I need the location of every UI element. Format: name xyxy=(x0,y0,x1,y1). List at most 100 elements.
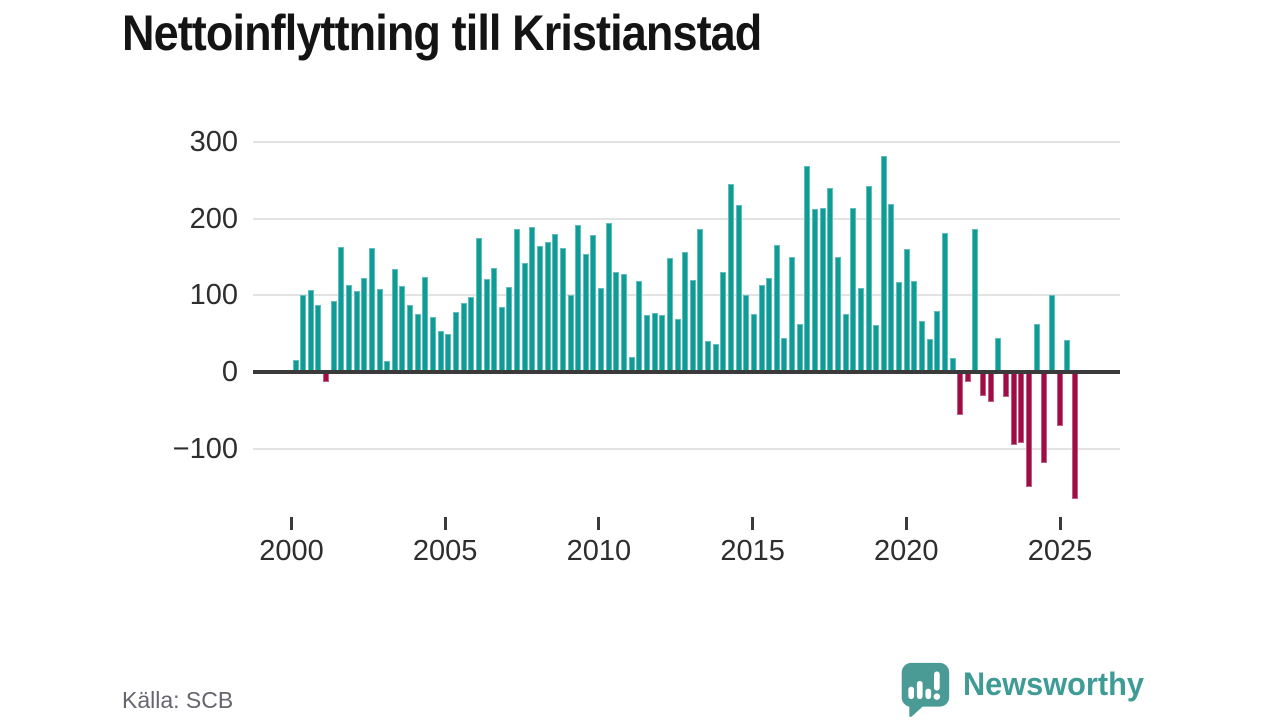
x-axis-label-2005: 2005 xyxy=(412,535,478,567)
bar-quarter-95 xyxy=(1018,372,1025,444)
bar-quarter-30 xyxy=(521,263,528,372)
bar-quarter-83 xyxy=(926,339,933,372)
bar-quarter-65 xyxy=(789,256,796,372)
chart-title: Nettoinflyttning till Kristianstad xyxy=(122,5,762,61)
bar-quarter-67 xyxy=(804,166,811,372)
x-axis-zero-line xyxy=(253,370,1120,374)
bar-quarter-99 xyxy=(1048,295,1055,372)
bar-quarter-20 xyxy=(445,333,452,372)
bar-quarter-93 xyxy=(1003,372,1010,397)
bar-quarter-19 xyxy=(437,331,444,372)
x-axis-label-2020: 2020 xyxy=(874,535,939,567)
x-axis-tick-2020 xyxy=(904,517,908,530)
x-axis-label-2015: 2015 xyxy=(720,535,785,567)
newsworthy-logo: Newsworthy xyxy=(896,661,1151,719)
bar-quarter-49 xyxy=(666,257,673,372)
y-axis-label--100: −100 xyxy=(172,432,238,465)
gridline-y-300 xyxy=(253,140,1120,143)
bar-quarter-18 xyxy=(430,316,437,372)
bar-quarter-58 xyxy=(735,204,742,372)
bar-quarter-50 xyxy=(674,319,681,372)
bar-quarter-40 xyxy=(598,288,605,372)
bar-quarter-100 xyxy=(1056,372,1063,427)
bar-quarter-13 xyxy=(391,269,398,372)
bar-quarter-75 xyxy=(865,186,872,372)
bar-quarter-3 xyxy=(315,304,322,372)
bar-quarter-46 xyxy=(643,315,650,372)
gridline-y-200 xyxy=(253,217,1120,220)
bar-quarter-92 xyxy=(995,338,1002,372)
bar-quarter-28 xyxy=(506,286,513,372)
bar-quarter-7 xyxy=(345,285,352,372)
bar-quarter-22 xyxy=(460,302,467,372)
x-axis-tick-2005 xyxy=(443,517,447,530)
bar-quarter-96 xyxy=(1025,372,1032,488)
bar-quarter-102 xyxy=(1071,372,1078,500)
bar-quarter-77 xyxy=(880,156,887,372)
bar-quarter-37 xyxy=(575,224,582,372)
bar-quarter-68 xyxy=(812,209,819,372)
bar-quarter-79 xyxy=(896,282,903,372)
bar-quarter-41 xyxy=(605,223,612,372)
newsworthy-logo-icon xyxy=(901,662,950,718)
bar-quarter-90 xyxy=(980,372,987,396)
x-axis-label-2025: 2025 xyxy=(1027,535,1093,567)
bar-quarter-87 xyxy=(957,372,964,415)
x-axis-label-2000: 2000 xyxy=(259,535,324,567)
bar-quarter-72 xyxy=(842,313,849,372)
bar-quarter-94 xyxy=(1010,372,1017,445)
bar-quarter-25 xyxy=(483,279,490,372)
bar-quarter-8 xyxy=(353,290,360,372)
newsworthy-logo-text: Newsworthy xyxy=(963,666,1144,702)
bar-quarter-23 xyxy=(468,296,475,372)
bar-quarter-81 xyxy=(911,280,918,372)
bar-quarter-80 xyxy=(903,248,910,372)
source-label: Källa: SCB xyxy=(122,687,234,713)
gridline-y--100 xyxy=(253,447,1120,450)
bar-quarter-33 xyxy=(544,242,551,372)
bar-quarter-89 xyxy=(972,228,979,372)
bar-quarter-60 xyxy=(750,314,757,372)
bar-quarter-38 xyxy=(582,253,589,372)
bar-quarter-70 xyxy=(827,187,834,372)
bar-quarter-2 xyxy=(307,289,314,372)
bar-quarter-47 xyxy=(651,312,658,372)
bar-quarter-85 xyxy=(941,233,948,372)
bar-quarter-16 xyxy=(414,314,421,372)
bar-quarter-1 xyxy=(300,295,307,372)
y-axis-label-300: 300 xyxy=(189,125,238,158)
y-axis-label-0: 0 xyxy=(221,356,238,388)
bar-quarter-17 xyxy=(422,276,429,372)
bar-quarter-5 xyxy=(330,301,337,372)
bar-quarter-51 xyxy=(682,252,689,372)
y-axis-label-100: 100 xyxy=(189,279,238,312)
bar-quarter-6 xyxy=(338,246,345,372)
bar-quarter-54 xyxy=(705,340,712,372)
bar-quarter-11 xyxy=(376,289,383,372)
bar-quarter-14 xyxy=(399,286,406,372)
bar-quarter-66 xyxy=(796,324,803,372)
bar-quarter-10 xyxy=(368,247,375,372)
bar-quarter-69 xyxy=(819,207,826,372)
x-axis-tick-2015 xyxy=(751,517,755,530)
bar-quarter-24 xyxy=(475,237,482,372)
bar-quarter-64 xyxy=(781,338,788,372)
bar-quarter-52 xyxy=(689,279,696,372)
bar-quarter-101 xyxy=(1064,339,1071,372)
bar-quarter-32 xyxy=(536,246,543,372)
bar-quarter-78 xyxy=(888,204,895,372)
bar-quarter-63 xyxy=(773,244,780,372)
bar-quarter-42 xyxy=(613,271,620,372)
bar-quarter-91 xyxy=(987,372,994,402)
bar-quarter-55 xyxy=(712,344,719,372)
bar-quarter-61 xyxy=(758,284,765,372)
x-axis-label-2010: 2010 xyxy=(566,535,632,567)
bar-quarter-45 xyxy=(636,280,643,372)
bar-quarter-43 xyxy=(621,273,628,372)
bar-quarter-53 xyxy=(697,229,704,372)
bar-quarter-36 xyxy=(567,294,574,372)
bar-quarter-97 xyxy=(1033,323,1040,372)
bar-quarter-48 xyxy=(659,315,666,372)
